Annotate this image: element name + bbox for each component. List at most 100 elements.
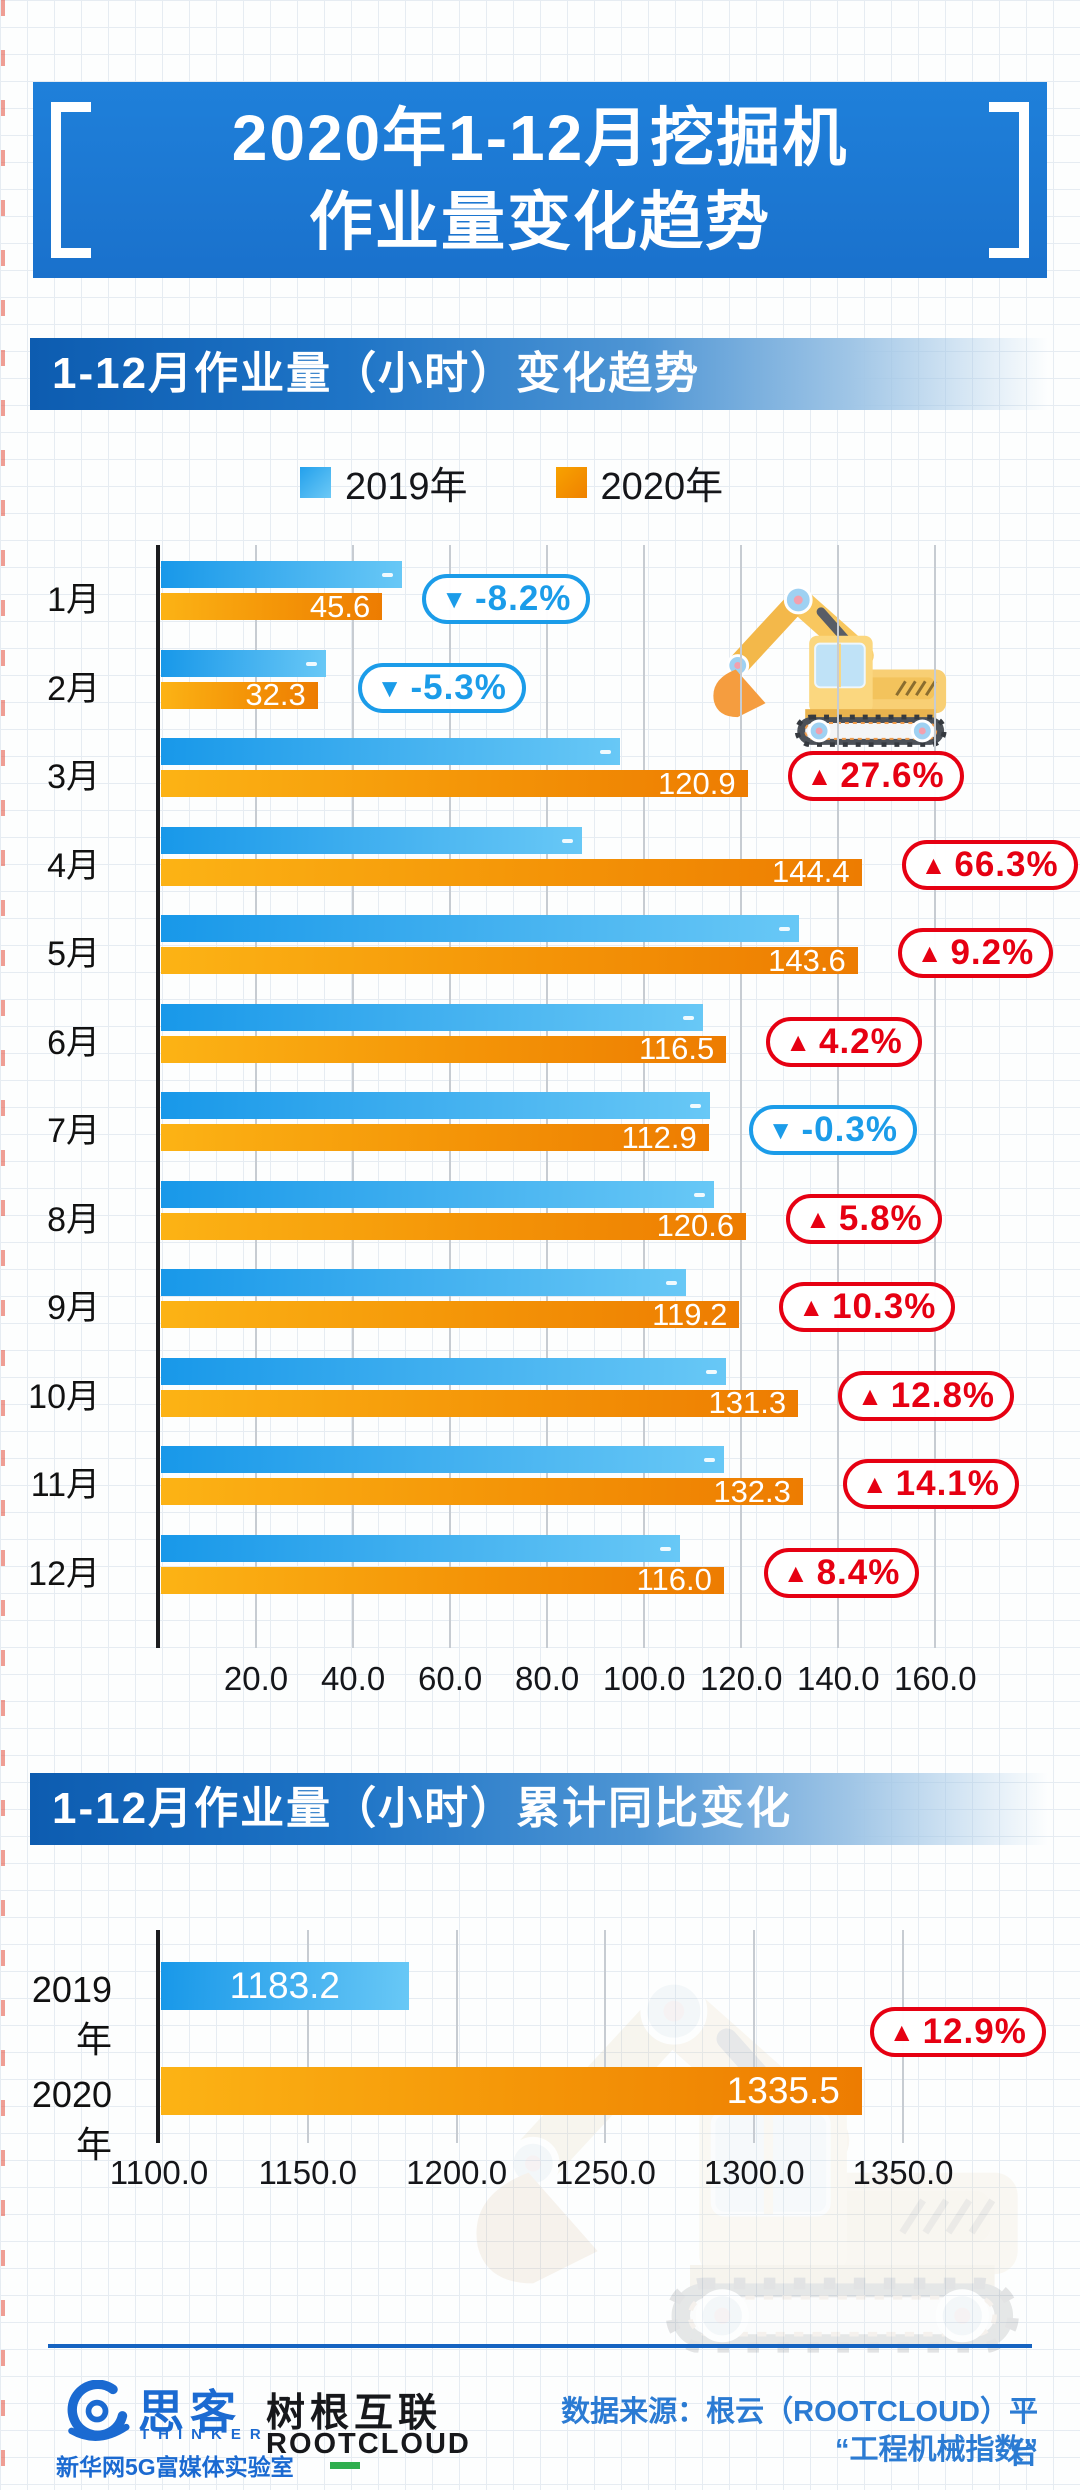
chart1-gridline bbox=[837, 545, 840, 1648]
change-badge-label: 12.8% bbox=[890, 1375, 996, 1415]
bar-2019 bbox=[161, 649, 327, 677]
legend-swatch-2019 bbox=[300, 467, 331, 498]
page-title-line1: 2020年1-12月挖掘机 bbox=[231, 102, 849, 174]
thinker-org-text: 新华网5G富媒体实验室 bbox=[56, 2454, 294, 2480]
page-title-line2: 作业量变化趋势 bbox=[309, 186, 771, 258]
bar-2020: 143.6 bbox=[161, 943, 858, 978]
footer-divider bbox=[48, 2344, 1032, 2348]
chart2-gridline bbox=[306, 1930, 309, 2143]
change-badge-label: 12.9% bbox=[922, 2012, 1027, 2051]
thinker-logo-icon bbox=[67, 2380, 130, 2441]
triangle-up-icon: ▲ bbox=[782, 1557, 810, 1588]
bar-2020: 116.5 bbox=[161, 1031, 727, 1066]
page-title: 2020年1-12月挖掘机 作业量变化趋势 bbox=[33, 96, 1047, 264]
change-badge: ▲ 14.1% bbox=[842, 1459, 1019, 1509]
bar-end-mark bbox=[690, 1104, 702, 1108]
bar-2020: 119.2 bbox=[161, 1297, 740, 1332]
title-banner: 2020年1-12月挖掘机 作业量变化趋势 bbox=[33, 82, 1047, 278]
change-badge: ▲ 12.9% bbox=[869, 2007, 1046, 2057]
chart1-category-label: 8月 bbox=[47, 1200, 100, 1239]
change-badge: ▲ 9.2% bbox=[897, 928, 1054, 978]
section2-header: 1-12月作业量（小时）累计同比变化 bbox=[30, 1773, 1080, 1845]
chart2-category-label: 2020年 bbox=[31, 2074, 112, 2165]
triangle-down-icon: ▼ bbox=[441, 584, 468, 614]
change-badge: ▲ 12.8% bbox=[838, 1370, 1015, 1421]
bar-end-mark bbox=[306, 661, 318, 666]
triangle-up-icon: ▲ bbox=[798, 1292, 826, 1322]
chart2-tick-label: 1100.0 bbox=[109, 2154, 209, 2191]
triangle-up-icon: ▲ bbox=[916, 938, 944, 968]
chart1-tick-label: 100.0 bbox=[602, 1660, 686, 1697]
notebook-margin-dashes bbox=[1, 0, 5, 2490]
chart1-category-label: 12月 bbox=[28, 1554, 100, 1593]
bar-2020: 1335.5 bbox=[161, 2067, 862, 2115]
change-badge: ▼ -5.3% bbox=[357, 662, 526, 713]
bar-value-label: 116.0 bbox=[636, 1562, 712, 1597]
rootcloud-logo-cn: 树根互联 bbox=[266, 2392, 443, 2435]
rootcloud-green-underline bbox=[330, 2462, 360, 2469]
bar-value-label: 45.6 bbox=[309, 588, 371, 624]
bar-2020: 144.4 bbox=[161, 854, 862, 889]
change-badge-label: 27.6% bbox=[840, 756, 945, 795]
chart1-category-label: 1月 bbox=[47, 581, 100, 619]
bar-2020: 120.9 bbox=[161, 766, 748, 801]
legend-item-2020: 2020年 bbox=[555, 455, 723, 510]
bar-2019 bbox=[161, 1446, 724, 1473]
triangle-up-icon: ▲ bbox=[857, 1380, 884, 1411]
bar-2019 bbox=[161, 738, 621, 765]
bracket-right-icon bbox=[989, 102, 1029, 258]
section1-header: 1-12月作业量（小时）变化趋势 bbox=[30, 338, 1080, 410]
triangle-up-icon: ▲ bbox=[785, 1026, 812, 1057]
bar-end-mark bbox=[683, 1015, 695, 1020]
chart2-gridline bbox=[455, 1930, 458, 2143]
triangle-down-icon: ▼ bbox=[767, 1115, 795, 1145]
bar-value-label: 120.9 bbox=[658, 765, 736, 801]
change-badge-label: 4.2% bbox=[818, 1021, 903, 1061]
change-badge-label: 66.3% bbox=[954, 844, 1059, 884]
bar-value-label: 1183.2 bbox=[229, 1965, 340, 2006]
change-badge-label: 8.4% bbox=[816, 1552, 901, 1592]
triangle-up-icon: ▲ bbox=[806, 761, 834, 791]
bar-value-label: 144.4 bbox=[772, 854, 850, 889]
bar-end-mark bbox=[660, 1546, 672, 1551]
bar-value-label: 143.6 bbox=[768, 942, 846, 978]
triangle-up-icon: ▲ bbox=[805, 1203, 832, 1234]
bar-value-label: 32.3 bbox=[245, 677, 306, 712]
chart1-category-label: 9月 bbox=[47, 1289, 100, 1327]
thinker-logo-text: 思客 bbox=[138, 2387, 242, 2438]
chart1-gridline bbox=[740, 545, 743, 1648]
chart1-tick-label: 40.0 bbox=[320, 1660, 386, 1697]
bar-end-mark bbox=[705, 1369, 717, 1374]
change-badge: ▲ 4.2% bbox=[766, 1016, 922, 1067]
change-badge-label: 10.3% bbox=[832, 1287, 937, 1326]
bar-2019 bbox=[161, 1092, 711, 1119]
bar-2019 bbox=[161, 1180, 715, 1208]
bar-value-label: 112.9 bbox=[621, 1119, 697, 1155]
chart1-tick-label: 20.0 bbox=[223, 1660, 289, 1697]
chart1-gridline bbox=[934, 545, 937, 1648]
bar-2020: 120.6 bbox=[161, 1208, 747, 1243]
data-source-line2: “工程机械指数” bbox=[834, 2434, 1038, 2466]
change-badge: ▼ -0.3% bbox=[748, 1105, 917, 1155]
triangle-down-icon: ▼ bbox=[376, 672, 404, 703]
change-badge-label: -5.3% bbox=[410, 667, 507, 707]
chart1-category-label: 10月 bbox=[28, 1377, 100, 1416]
change-badge: ▲ 8.4% bbox=[763, 1547, 920, 1598]
chart1-tick-label: 120.0 bbox=[699, 1660, 783, 1697]
bar-value-label: 132.3 bbox=[713, 1473, 791, 1509]
triangle-up-icon: ▲ bbox=[888, 2017, 916, 2047]
chart1-category-label: 7月 bbox=[47, 1112, 100, 1150]
chart1-category-label: 2月 bbox=[47, 669, 100, 708]
chart2-gridline bbox=[604, 1930, 607, 2143]
chart2-tick-label: 1300.0 bbox=[703, 2154, 805, 2191]
bar-2019 bbox=[161, 1534, 681, 1562]
chart2-y-axis-line bbox=[156, 1930, 160, 2143]
bracket-left-icon bbox=[51, 102, 91, 258]
bar-end-mark bbox=[562, 838, 574, 843]
chart1-y-axis-line bbox=[156, 545, 160, 1648]
chart2-tick-label: 1150.0 bbox=[258, 2154, 358, 2191]
bar-end-mark bbox=[779, 927, 791, 931]
triangle-up-icon: ▲ bbox=[861, 1469, 889, 1499]
legend-swatch-2020 bbox=[555, 467, 587, 498]
